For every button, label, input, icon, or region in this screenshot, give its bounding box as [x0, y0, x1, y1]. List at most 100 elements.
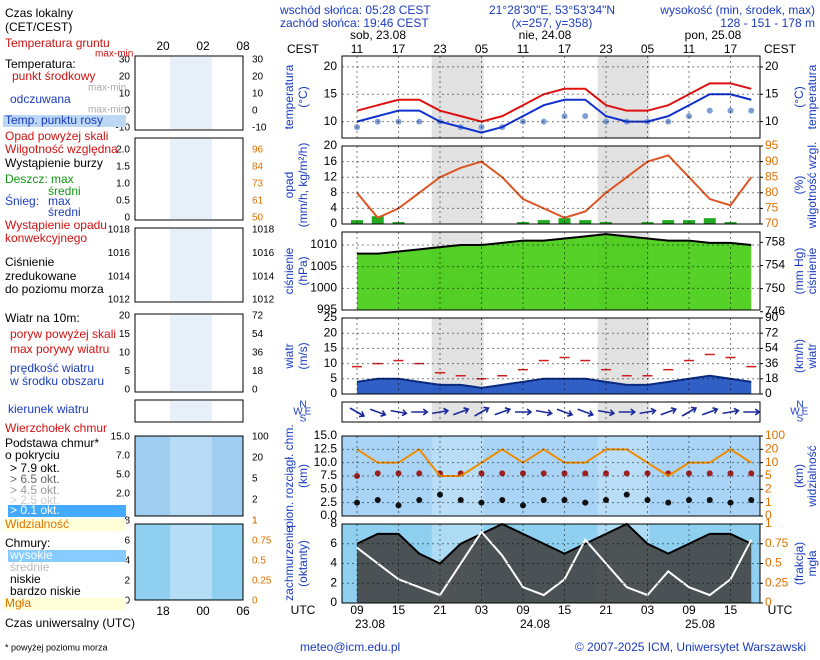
y-tick-label: 5.0 [320, 482, 337, 496]
compass-label: W [293, 407, 303, 418]
compass-label: S [300, 414, 307, 425]
utc-date: 25.08 [685, 617, 715, 631]
legend-tick-label: 1.5 [116, 162, 130, 173]
utc-date: 23.08 [355, 617, 385, 631]
legend-tick-label: 84 [252, 162, 264, 173]
legend-item: do poziomu morza [5, 282, 104, 296]
dot [582, 470, 589, 477]
email[interactable]: meteo@icm.edu.pl [300, 640, 400, 654]
dot [416, 497, 423, 503]
utc-tick: 15 [724, 603, 738, 617]
legend-item-bg [8, 505, 126, 517]
y-tick-label: 10.0 [314, 455, 338, 469]
y-axis-unit: (mm/h, kg/m²/h) [296, 143, 310, 228]
legend-tick-label: 1 [252, 516, 258, 527]
legend-item: Wilgotność względna [5, 142, 118, 156]
local-time-tick: 23 [599, 42, 613, 56]
dot [499, 497, 506, 503]
legend-item: odczuwana [10, 92, 71, 106]
legend-item: bardzo niskie [10, 584, 81, 598]
legend-item: Wiatr na 10m: [5, 311, 80, 325]
legend-item-bg [3, 598, 126, 610]
y-tick-label: 12 [324, 169, 338, 183]
panel-frame [342, 56, 760, 138]
bar [703, 218, 716, 224]
legend-tick-label: 1 [252, 516, 258, 527]
utc-tick: 21 [599, 603, 613, 617]
footnote: * powyżej poziomu morza [5, 642, 108, 652]
y-tick-label: 995 [317, 302, 337, 316]
y2-tick-label: 5 [765, 468, 772, 482]
y2-tick-label: 54 [765, 341, 779, 355]
y-axis-title: temperatura [282, 64, 296, 129]
legend-item: max porywy wiatru [10, 342, 109, 356]
legend-tick-label: 2.0 [116, 489, 130, 500]
utc-label: UTC [291, 603, 316, 617]
legend-item: kierunek wiatru [8, 402, 89, 416]
legend-item: konwekcyjnego [5, 231, 87, 245]
y-tick-label: 8 [330, 185, 337, 199]
local-time-tick: 11 [683, 42, 696, 56]
legend-tick-label: -10 [116, 123, 131, 134]
dot [686, 497, 692, 503]
y-tick-label: 1000 [310, 281, 337, 295]
legend-item: w środku obszaru [9, 374, 104, 388]
y2-tick-label: 750 [765, 281, 785, 295]
wind-arrow [411, 408, 429, 416]
legend-tick-label: 10 [252, 89, 264, 100]
y2-axis-unit: (frakcja) [792, 542, 806, 585]
legend-top-tick: 02 [196, 39, 210, 53]
bar [371, 216, 384, 224]
legend-bottom-tick: 18 [156, 604, 170, 618]
area-line [357, 233, 752, 255]
legend-tick-label: 1012 [108, 295, 131, 306]
y-tick-label: 0 [330, 386, 337, 400]
y-tick-label: 15 [324, 86, 338, 100]
legend-tick-label: 18 [252, 366, 264, 377]
dot [603, 497, 609, 503]
legend-item: max-min [88, 105, 126, 116]
y2-tick-label: 0.5 [765, 556, 782, 570]
legend-item: wysokie [9, 548, 53, 562]
y-tick-label: 25 [324, 310, 338, 324]
y-tick-label: 0.0 [320, 508, 337, 522]
y-tick-label: 20 [324, 325, 338, 339]
night-shading [431, 146, 484, 224]
legend-top-tick: 20 [156, 39, 170, 53]
legend-bottom-tick: 06 [236, 604, 250, 618]
legend-item: > 4.5 okt. [10, 483, 60, 497]
dot [644, 497, 651, 503]
legend-item: Opad powyżej skali [5, 129, 108, 143]
y2-tick-label: 10 [765, 455, 779, 469]
panel-border [341, 435, 761, 517]
legend-night [170, 525, 212, 599]
legend-tick-label: 5 [124, 366, 130, 377]
y-tick-label: 0 [330, 595, 337, 609]
dot [582, 113, 589, 120]
y2-tick-label: 0 [765, 386, 772, 400]
legend-tick-label: 20 [252, 72, 264, 83]
local-time-tick: 23 [433, 42, 447, 56]
dot [499, 470, 506, 477]
dot [395, 502, 402, 509]
dot [520, 502, 526, 509]
line [356, 154, 753, 219]
y2-axis-unit: (mm Hg) [792, 248, 806, 295]
legend-bottom-tick: 00 [196, 604, 210, 618]
legend-tick-label: 1014 [252, 271, 275, 282]
y2-axis-unit: (km/h) [792, 339, 806, 373]
y-tick-label: 16 [324, 154, 338, 168]
legend-tick-label: 30 [252, 55, 264, 66]
dot [644, 470, 651, 477]
dot [748, 470, 755, 477]
sunrise: wschód słońca: 05:28 CEST [279, 3, 431, 17]
y2-tick-label: 36 [765, 356, 779, 370]
legend-tick-label: 1018 [108, 225, 131, 236]
local-time-zone: (CET/CEST) [5, 20, 72, 34]
coordinates: 21°28'30"E, 53°53'34"N [489, 3, 615, 17]
legend-item: prędkość wiatru [10, 361, 94, 375]
y-tick-label: 20 [324, 138, 338, 152]
legend-item: Deszcz: max [5, 172, 74, 186]
legend-tick-label: 61 [252, 196, 264, 207]
legend-tick-label: 15 [119, 329, 131, 340]
